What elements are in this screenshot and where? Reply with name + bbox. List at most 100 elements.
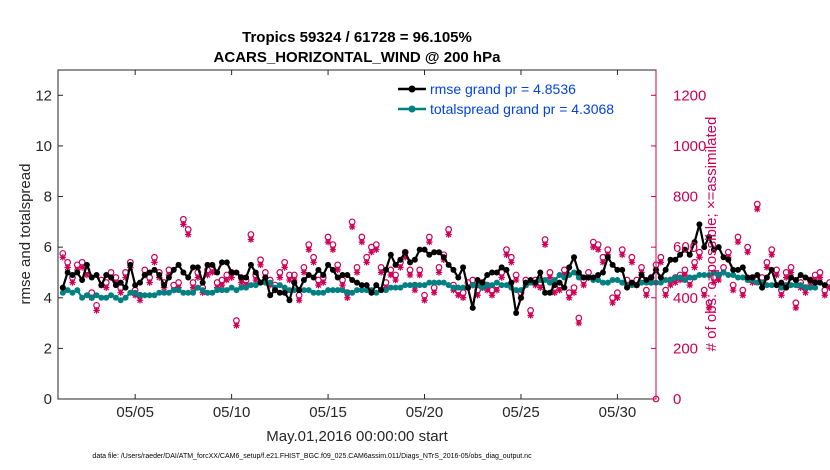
obs-assimilated-point [445,231,452,238]
totalspread-point [185,289,192,296]
chart-title-line2: ACARS_HORIZONTAL_WIND @ 200 hPa [214,49,502,66]
obs-assimilated-point [93,307,100,314]
rmse-point [788,274,795,281]
obs-assimilated-point [300,269,308,276]
rmse-point [320,271,327,278]
obs-assimilated-point [734,238,742,246]
obs-assimilated-point [377,269,385,276]
rmse-point [797,271,804,278]
obs-assimilated-point [474,292,481,299]
obs-assimilated-point [512,276,520,284]
rmse-point [802,274,809,281]
rmse-point [503,266,510,273]
totalspread-point [812,284,819,291]
totalspread-point [349,289,356,296]
legend-rmse-label: rmse grand pr = 4.8536 [430,81,576,97]
rmse-point [624,284,631,291]
rmse-point [609,261,616,268]
y-axis-label-right: # of obs: o=possible; ×=assimilated [703,117,720,352]
totalspread-point [354,287,360,294]
rmse-point [662,266,669,273]
rmse-point [185,274,192,281]
obs-assimilated-point [368,249,375,256]
totalspread-point [199,287,206,294]
totalspread-point [98,294,105,301]
rmse-point [730,266,737,273]
totalspread-point [103,294,110,301]
totalspread-point [479,284,486,291]
rmse-point [141,271,148,278]
left-y-tick-label: 10 [35,138,52,155]
obs-assimilated-point [78,264,86,271]
totalspread-point [469,282,476,289]
obs-assimilated-point [387,271,394,279]
totalspread-point [599,279,606,286]
rmse-point [489,269,496,276]
obs-assimilated-point [575,319,583,327]
totalspread-point [175,287,182,294]
rmse-point [725,256,732,263]
rmse-point [493,269,500,276]
obs-assimilated-point [643,292,650,299]
obs-assimilated-point [358,238,366,246]
rmse-point [315,266,322,273]
totalspread-point [194,284,201,291]
obs-assimilated-point [667,281,674,289]
rmse-point [262,274,269,281]
obs-assimilated-point [455,292,462,299]
rmse-point [218,259,225,266]
rmse-point [349,277,356,284]
obs-assimilated-point [320,279,327,286]
rmse-point [151,266,158,273]
x-tick-label: 05/05 [116,404,154,421]
rmse-point [209,261,216,268]
rmse-point [450,266,457,273]
rmse-point [64,269,71,276]
totalspread-point [546,279,553,286]
rmse-point [460,264,467,271]
totalspread-point [243,284,250,291]
rmse-point [175,261,182,268]
rmse-point [267,292,274,299]
obs-assimilated-point [739,292,747,299]
totalspread-point [397,284,404,291]
obs-assimilated-point [594,246,602,253]
obs-assimilated-point [662,292,669,299]
totalspread-point [117,297,124,304]
rmse-point [455,274,462,281]
totalspread-point [373,289,380,296]
totalspread-point [122,294,129,301]
obs-assimilated-point [570,289,578,296]
totalspread-point [498,282,505,289]
rmse-point [108,274,115,281]
rmse-point [681,246,688,253]
rmse-point [566,264,573,271]
rmse-point [291,279,298,286]
totalspread-point [706,271,713,278]
rmse-point [180,269,187,276]
rmse-point [257,279,264,286]
totalspread-point [677,274,684,281]
obs-assimilated-point [363,259,370,266]
obs-assimilated-point [787,269,795,276]
obs-assimilated-point [435,269,443,276]
rmse-point [435,249,442,256]
totalspread-point [402,282,409,289]
rmse-point [339,271,346,278]
rmse-point [445,261,452,268]
rmse-point [69,271,76,278]
obs-assimilated-point [816,274,824,281]
obs-assimilated-point [83,271,91,279]
totalspread-point [768,282,775,289]
rmse-point [378,287,385,294]
totalspread-point [276,282,283,289]
totalspread-point [127,289,134,296]
totalspread-point [609,277,616,284]
totalspread-point [247,282,254,289]
obs-assimilated-point [204,271,211,279]
totalspread-point [228,284,235,291]
obs-assimilated-point [185,231,192,238]
x-tick-label: 05/25 [502,404,540,421]
totalspread-point [69,289,76,296]
obs-assimilated-point [353,269,361,276]
